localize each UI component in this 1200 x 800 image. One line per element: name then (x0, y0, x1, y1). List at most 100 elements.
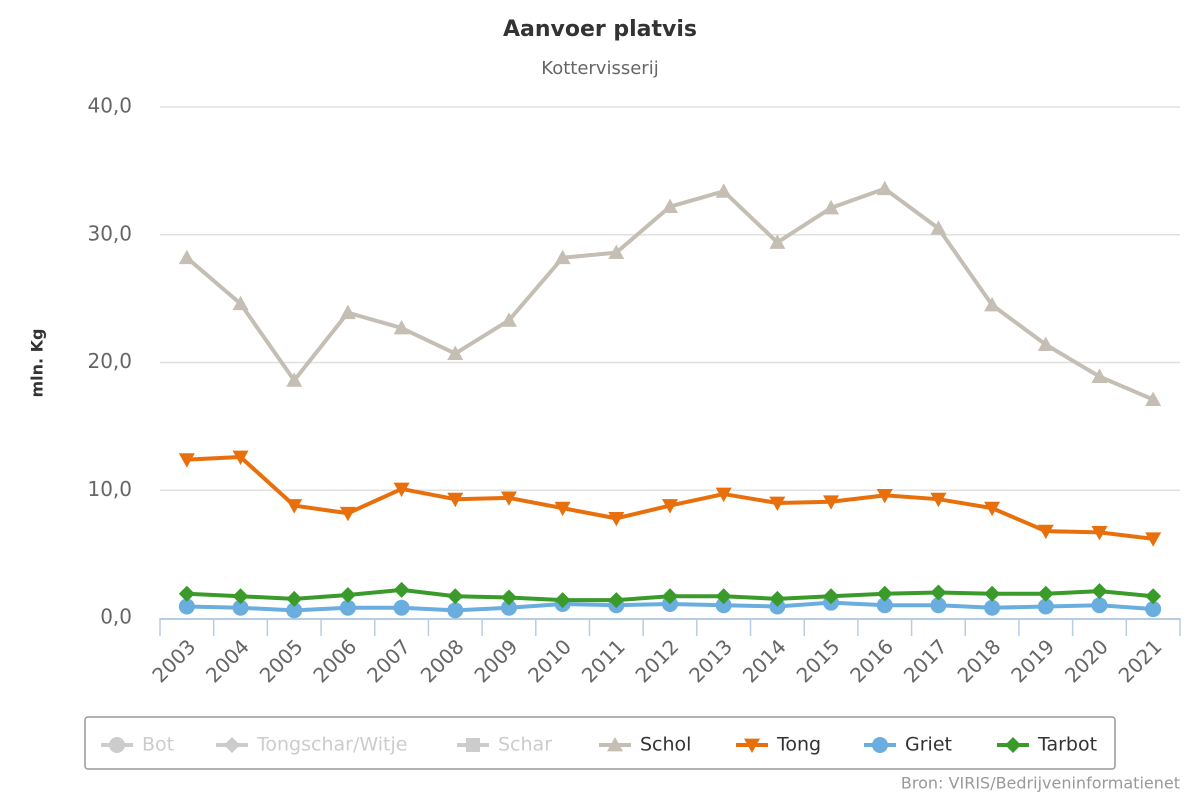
legend-label[interactable]: Schar (498, 734, 552, 756)
legend-marker (109, 737, 125, 753)
data-point (286, 372, 303, 387)
x-tick-label: 2016 (845, 634, 898, 687)
y-tick-label: 40,0 (87, 94, 132, 118)
data-point (178, 453, 195, 468)
data-point (554, 501, 571, 517)
data-point (500, 312, 517, 327)
data-point (1091, 368, 1108, 383)
data-point (823, 588, 840, 605)
data-point (823, 495, 840, 510)
legend-label[interactable]: Tarbot (1037, 734, 1097, 756)
x-tick-label: 2010 (523, 634, 576, 687)
data-point (662, 499, 678, 514)
legend-label[interactable]: Griet (905, 734, 952, 756)
legend-marker (1005, 737, 1021, 753)
data-point (339, 587, 356, 604)
data-point (393, 599, 410, 616)
legend-label[interactable]: Tong (776, 734, 821, 756)
x-tick-label: 2007 (362, 634, 415, 687)
data-point (984, 585, 1001, 602)
data-point (232, 599, 249, 616)
chart-title: Aanvoer platvis (503, 17, 697, 42)
data-point (339, 506, 356, 522)
data-point (930, 584, 947, 601)
source: Bron: VIRIS/Bedrijveninformatienet (901, 774, 1180, 793)
y-tick-label: 30,0 (87, 221, 132, 245)
data-point (393, 320, 410, 335)
x-tick-label: 2004 (201, 634, 254, 687)
data-point (769, 234, 786, 249)
legend-label[interactable]: Schol (640, 734, 691, 756)
data-point (608, 511, 625, 527)
data-point (339, 304, 356, 320)
data-point (1037, 585, 1054, 602)
data-point (286, 590, 303, 607)
data-point (769, 496, 786, 512)
legend-marker (466, 738, 480, 752)
data-point (715, 588, 732, 605)
data-point (232, 450, 249, 466)
data-point (608, 244, 625, 260)
x-tick-label: 2008 (416, 634, 469, 687)
data-point (447, 588, 464, 605)
x-tick-label: 2006 (308, 634, 361, 687)
data-point (447, 345, 464, 360)
data-point (984, 599, 1001, 616)
data-point (554, 249, 571, 265)
data-point (286, 499, 303, 514)
legend-label[interactable]: Bot (142, 734, 174, 756)
y-tick-label: 0,0 (100, 605, 132, 629)
data-point (339, 599, 356, 616)
data-point (447, 492, 464, 508)
data-point (286, 602, 303, 619)
x-tick-label: 2015 (792, 634, 845, 687)
data-point (984, 501, 1001, 517)
legend-label[interactable]: Tongschar/Witje (256, 734, 407, 756)
data-point (984, 297, 1001, 312)
x-tick-label: 2019 (1006, 634, 1059, 687)
x-tick-label: 2013 (684, 634, 737, 687)
data-point (769, 590, 786, 607)
x-tick-label: 2005 (255, 634, 308, 687)
y-tick-label: 20,0 (87, 349, 132, 373)
data-point (1091, 526, 1108, 541)
series-line (185, 186, 1154, 402)
x-tick-label: 2017 (899, 634, 952, 687)
data-point (930, 220, 947, 235)
data-point (1037, 336, 1054, 352)
data-point (715, 183, 732, 198)
data-point (232, 588, 249, 605)
x-tick-label: 2014 (738, 634, 791, 687)
data-point (1145, 601, 1162, 618)
x-tick-label: 2018 (953, 634, 1006, 687)
data-point (876, 488, 893, 504)
data-point (1091, 597, 1108, 614)
x-tick-label: 2020 (1060, 634, 1113, 687)
data-point (178, 249, 195, 265)
data-point (1091, 583, 1108, 600)
data-point (930, 492, 947, 508)
data-point (500, 589, 517, 606)
legend-marker (744, 738, 760, 753)
data-point (554, 592, 571, 609)
data-point (876, 585, 893, 602)
x-tick-label: 2012 (630, 634, 683, 687)
data-point (662, 198, 678, 214)
x-tick-label: 2003 (147, 634, 200, 687)
data-point (930, 597, 947, 614)
data-point (876, 597, 893, 614)
data-point (1037, 598, 1054, 615)
legend-marker (224, 737, 240, 753)
data-point (715, 487, 732, 503)
chart-subtitle: Kottervisserij (541, 58, 658, 79)
legend-marker (607, 737, 623, 752)
series-line (186, 455, 1154, 541)
y-tick-label: 10,0 (87, 477, 132, 501)
data-point (393, 581, 410, 598)
legend-marker (872, 737, 888, 753)
data-point (1037, 524, 1054, 540)
data-point (1145, 588, 1162, 605)
data-point (500, 491, 517, 506)
data-point (608, 592, 625, 609)
